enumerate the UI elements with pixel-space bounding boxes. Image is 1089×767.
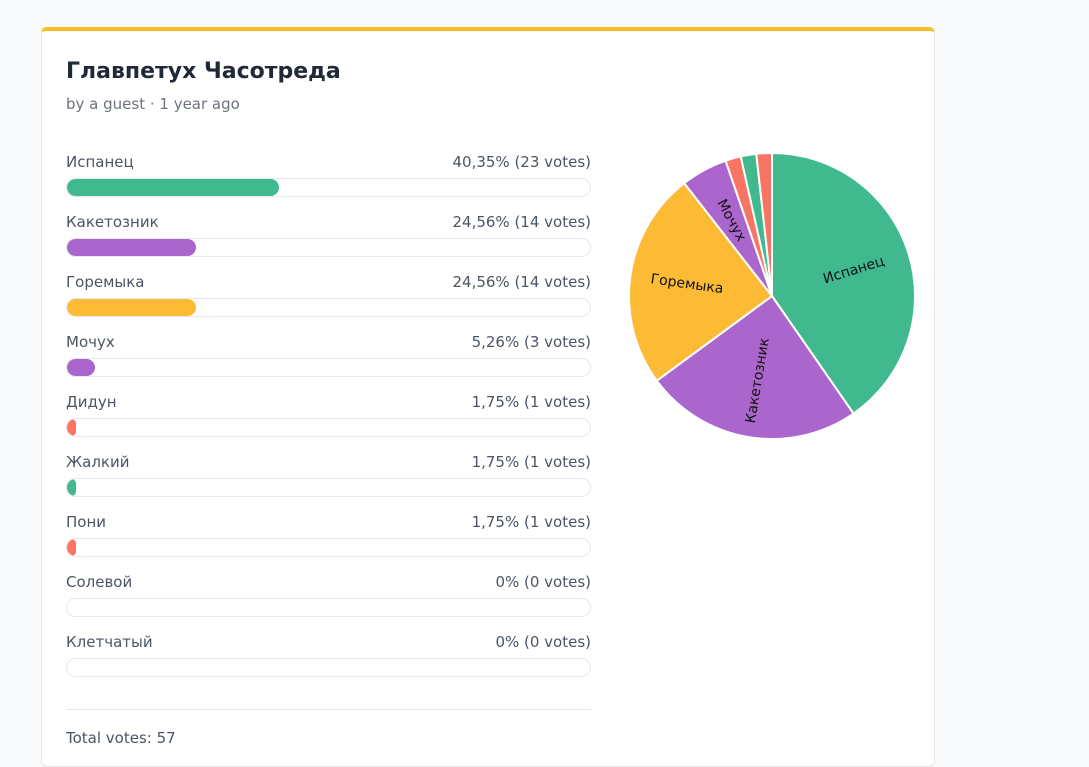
- option-name: Дидун: [66, 393, 117, 411]
- bar-fill: [67, 419, 77, 436]
- bar-fill: [67, 179, 279, 196]
- total-value: 57: [156, 729, 176, 747]
- option-result: 40,35% (23 votes): [452, 153, 591, 171]
- bar-track: [66, 178, 591, 197]
- poll-byline: by a guest · 1 year ago: [66, 95, 240, 113]
- option-name: Жалкий: [66, 453, 130, 471]
- poll-card: Главпетух Часотреда by a guest · 1 year …: [41, 27, 935, 767]
- option: Испанец 40,35% (23 votes): [66, 151, 591, 211]
- option-name: Пони: [66, 513, 107, 531]
- bar-track: [66, 298, 591, 317]
- option: Какетозник 24,56% (14 votes): [66, 211, 591, 271]
- option: Клетчатый 0% (0 votes): [66, 631, 591, 691]
- bar-track: [66, 418, 591, 437]
- bar-track: [66, 238, 591, 257]
- option-result: 24,56% (14 votes): [452, 213, 591, 231]
- pie-slice: [655, 294, 855, 440]
- pie-slice: [771, 151, 916, 415]
- bar-track: [66, 538, 591, 557]
- option-name: Горемыка: [66, 273, 145, 291]
- total-label: Total votes:: [66, 729, 152, 747]
- option: Мочух 5,26% (3 votes): [66, 331, 591, 391]
- pie-slice: [755, 151, 773, 297]
- total-votes: Total votes: 57: [66, 729, 176, 747]
- divider: [66, 709, 591, 710]
- option-result: 0% (0 votes): [495, 633, 591, 651]
- option: Жалкий 1,75% (1 votes): [66, 451, 591, 511]
- option: Горемыка 24,56% (14 votes): [66, 271, 591, 331]
- bar-track: [66, 658, 591, 677]
- option: Дидун 1,75% (1 votes): [66, 391, 591, 451]
- pie-slice: [628, 181, 774, 383]
- poll-title: Главпетух Часотреда: [66, 59, 341, 84]
- option-name: Мочух: [66, 333, 115, 351]
- bar-track: [66, 598, 591, 617]
- bar-fill: [67, 479, 77, 496]
- option-result: 1,75% (1 votes): [471, 513, 591, 531]
- option-result: 1,75% (1 votes): [471, 453, 591, 471]
- option-name: Клетчатый: [66, 633, 153, 651]
- option: Пони 1,75% (1 votes): [66, 511, 591, 571]
- option: Солевой 0% (0 votes): [66, 571, 591, 631]
- bar-fill: [67, 359, 95, 376]
- option-result: 1,75% (1 votes): [471, 393, 591, 411]
- option-name: Испанец: [66, 153, 134, 171]
- option-name: Какетозник: [66, 213, 159, 231]
- option-name: Солевой: [66, 573, 133, 591]
- option-result: 24,56% (14 votes): [452, 273, 591, 291]
- bar-track: [66, 478, 591, 497]
- option-result: 0% (0 votes): [495, 573, 591, 591]
- bar-fill: [67, 239, 196, 256]
- bar-fill: [67, 299, 196, 316]
- bar-track: [66, 358, 591, 377]
- option-list: Испанец 40,35% (23 votes) Какетозник 24,56%…: [66, 151, 591, 691]
- option-result: 5,26% (3 votes): [471, 333, 591, 351]
- bar-fill: [67, 539, 77, 556]
